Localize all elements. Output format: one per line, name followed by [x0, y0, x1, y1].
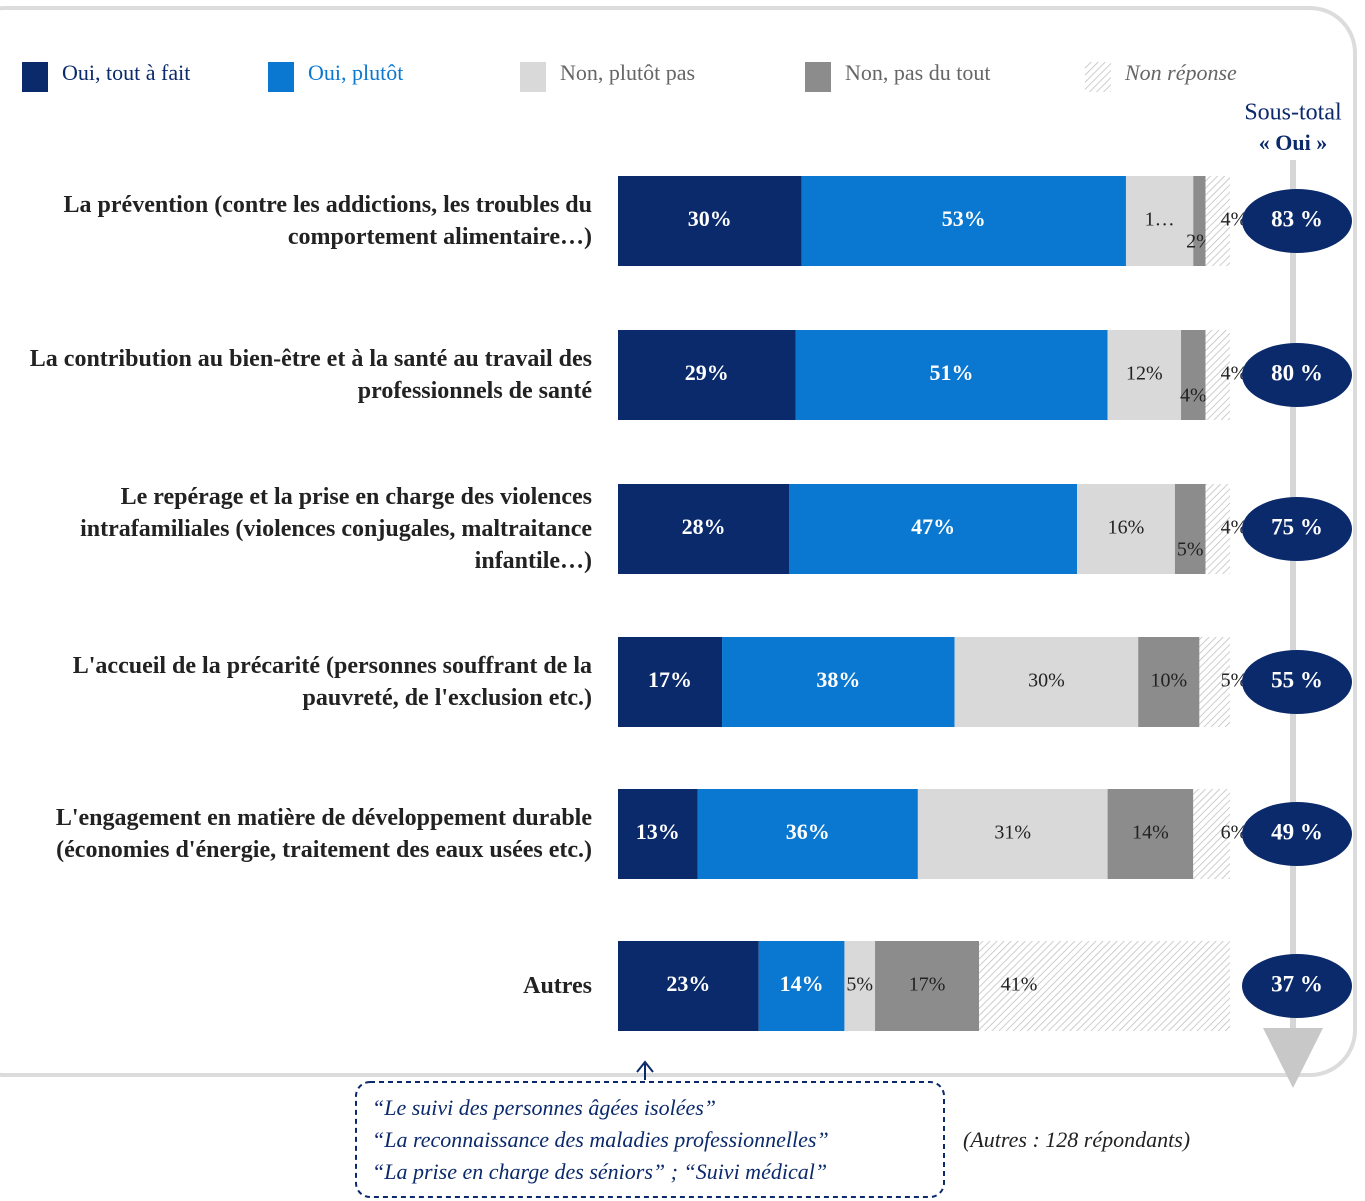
subtotal-label: 49 % — [1271, 819, 1323, 844]
category-label: La contribution au bien-être et à la san… — [29, 346, 592, 404]
legend-label: Non réponse — [1124, 60, 1237, 85]
bar-segment — [789, 484, 1077, 574]
value-label: 5% — [846, 974, 873, 996]
subtotal-label: 80 % — [1271, 360, 1323, 385]
subtotal-label: 75 % — [1271, 514, 1323, 539]
bar-segment — [1199, 637, 1230, 727]
frame — [0, 6, 1357, 1077]
bar-segment — [1138, 637, 1200, 727]
value-label: 41% — [1001, 974, 1038, 996]
note: (Autres : 128 répondants) — [963, 1127, 1190, 1152]
subtotal-badge — [1242, 650, 1352, 714]
value-label: 6% — [1221, 822, 1248, 844]
bar-segment — [758, 941, 845, 1031]
value-label: 31% — [994, 822, 1031, 844]
bar-segment — [801, 176, 1126, 266]
bar-segment — [722, 637, 955, 727]
value-label: 4% — [1221, 363, 1248, 385]
bar-segment — [844, 941, 876, 1031]
bar-segment — [1181, 330, 1206, 420]
bar-segment — [1205, 484, 1230, 574]
value-label: 36% — [786, 819, 830, 844]
quotes-box — [355, 1081, 945, 1198]
subtotal-title: Sous-total — [1244, 100, 1342, 126]
value-label: 28% — [682, 514, 726, 539]
bar-segment — [795, 330, 1108, 420]
value-label: 1… — [1145, 209, 1175, 231]
legend-label: Non, pas du tout — [845, 60, 990, 85]
subtotal-badge — [1242, 343, 1352, 407]
bar-segment — [618, 330, 796, 420]
value-label: 14% — [780, 971, 824, 996]
category-label: L'engagement en matière de développement… — [55, 805, 592, 863]
bar-segment — [1193, 176, 1206, 266]
bar-segment — [954, 637, 1139, 727]
bar-segment — [917, 789, 1108, 879]
value-label: 51% — [930, 360, 974, 385]
subtotal-label: 55 % — [1271, 667, 1323, 692]
subtotal-badge — [1242, 954, 1352, 1018]
legend-label: Oui, tout à fait — [62, 60, 190, 85]
bar-segment — [1174, 484, 1206, 574]
value-label: 5% — [1221, 670, 1248, 692]
legend-swatch — [22, 62, 48, 92]
value-label: 16% — [1108, 517, 1145, 539]
quote: “Le suivi des personnes âgées isolées” — [372, 1095, 716, 1120]
value-label: 12% — [1126, 363, 1163, 385]
value-label: 53% — [942, 206, 986, 231]
value-label: 10% — [1150, 670, 1187, 692]
bar-segment — [618, 484, 790, 574]
value-label: 5% — [1177, 539, 1204, 561]
category-label: La prévention (contre les addictions, le… — [63, 192, 592, 250]
bar-segment — [1107, 330, 1182, 420]
bar-segment — [618, 941, 759, 1031]
quote: “La reconnaissance des maladies professi… — [372, 1127, 829, 1152]
subtotal-badge — [1242, 497, 1352, 561]
bar-segment — [979, 941, 1230, 1031]
subtotal-label: 37 % — [1271, 971, 1323, 996]
legend-swatch — [805, 62, 831, 92]
value-label: 4% — [1221, 209, 1248, 231]
bar-segment — [618, 176, 802, 266]
value-label: 30% — [688, 206, 732, 231]
value-label: 14% — [1132, 822, 1169, 844]
legend-swatch — [520, 62, 546, 92]
value-label: 29% — [685, 360, 729, 385]
value-label: 13% — [636, 819, 680, 844]
legend-label: Non, plutôt pas — [560, 60, 695, 85]
subtotal-label: 83 % — [1271, 206, 1323, 231]
value-label: 4% — [1221, 517, 1248, 539]
subtotal-subtitle: « Oui » — [1259, 130, 1327, 155]
bar-segment — [875, 941, 980, 1031]
value-label: 47% — [911, 514, 955, 539]
category-label: Le repérage et la prise en charge des vi… — [80, 484, 592, 574]
legend-label: Oui, plutôt — [308, 60, 403, 85]
bar-segment — [1205, 176, 1230, 266]
value-label: 30% — [1028, 670, 1065, 692]
bar-segment — [618, 789, 698, 879]
callout-arrowhead — [636, 1060, 654, 1073]
bar-segment — [697, 789, 918, 879]
subtotal-badge — [1242, 802, 1352, 866]
value-label: 17% — [909, 974, 946, 996]
bar-segment — [1107, 789, 1194, 879]
bar-segment — [1193, 789, 1230, 879]
value-label: 4% — [1180, 385, 1207, 407]
value-label: 17% — [648, 667, 692, 692]
bar-segment — [1125, 176, 1194, 266]
value-label: 38% — [816, 667, 860, 692]
legend-swatch — [1085, 62, 1111, 92]
quote: “La prise en charge des séniors” ; “Suiv… — [372, 1159, 827, 1184]
subtotal-badge — [1242, 189, 1352, 253]
category-label: Autres — [523, 973, 592, 999]
category-label: L'accueil de la précarité (personnes sou… — [72, 653, 592, 711]
legend-swatch — [268, 62, 294, 92]
value-label: 23% — [666, 971, 710, 996]
bar-segment — [1205, 330, 1230, 420]
bar-segment — [618, 637, 723, 727]
bar-segment — [1077, 484, 1175, 574]
